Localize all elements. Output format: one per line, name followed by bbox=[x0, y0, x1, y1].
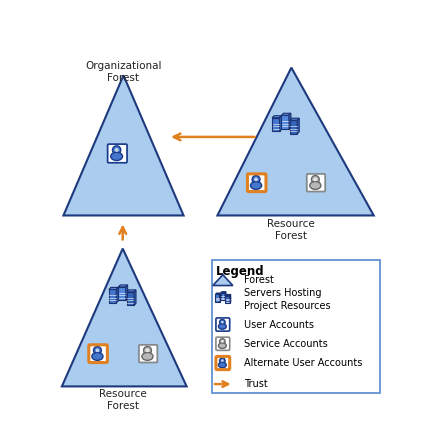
Text: Organizational
Forest: Organizational Forest bbox=[85, 61, 162, 83]
FancyBboxPatch shape bbox=[212, 260, 380, 392]
Bar bbox=[290, 120, 297, 134]
Polygon shape bbox=[218, 68, 374, 215]
Circle shape bbox=[221, 340, 224, 343]
FancyBboxPatch shape bbox=[140, 346, 156, 362]
Polygon shape bbox=[126, 285, 128, 301]
Polygon shape bbox=[280, 116, 281, 131]
FancyBboxPatch shape bbox=[217, 319, 229, 330]
Polygon shape bbox=[225, 294, 231, 296]
Circle shape bbox=[96, 349, 99, 352]
Bar bbox=[221, 293, 225, 301]
Circle shape bbox=[113, 146, 121, 154]
Bar bbox=[118, 287, 126, 301]
Polygon shape bbox=[225, 292, 226, 301]
Bar bbox=[225, 296, 230, 303]
Text: Service Accounts: Service Accounts bbox=[244, 339, 328, 349]
Circle shape bbox=[221, 359, 224, 362]
Text: Legend: Legend bbox=[216, 265, 264, 278]
Circle shape bbox=[220, 319, 225, 325]
Polygon shape bbox=[230, 294, 231, 303]
Ellipse shape bbox=[92, 353, 103, 360]
Bar bbox=[272, 118, 280, 131]
Bar bbox=[127, 292, 134, 306]
Text: Resource
Forest: Resource Forest bbox=[267, 220, 315, 241]
Circle shape bbox=[314, 177, 317, 181]
Circle shape bbox=[221, 321, 224, 323]
Circle shape bbox=[220, 339, 225, 344]
Bar bbox=[281, 115, 289, 129]
Circle shape bbox=[144, 346, 151, 354]
Polygon shape bbox=[215, 293, 221, 294]
FancyBboxPatch shape bbox=[217, 338, 229, 349]
Text: Trust: Trust bbox=[244, 379, 268, 389]
Circle shape bbox=[115, 148, 119, 152]
Circle shape bbox=[254, 177, 258, 181]
Polygon shape bbox=[109, 288, 118, 289]
FancyBboxPatch shape bbox=[248, 175, 265, 191]
Text: Forest: Forest bbox=[244, 275, 274, 285]
Polygon shape bbox=[281, 113, 291, 115]
Ellipse shape bbox=[218, 324, 226, 329]
Ellipse shape bbox=[111, 152, 122, 160]
Polygon shape bbox=[290, 118, 299, 120]
Polygon shape bbox=[116, 288, 118, 303]
FancyBboxPatch shape bbox=[308, 175, 324, 191]
Ellipse shape bbox=[310, 181, 321, 190]
Polygon shape bbox=[297, 118, 299, 134]
Polygon shape bbox=[221, 292, 226, 293]
FancyBboxPatch shape bbox=[90, 346, 106, 362]
Ellipse shape bbox=[142, 353, 153, 360]
Circle shape bbox=[252, 176, 260, 183]
Polygon shape bbox=[213, 275, 233, 285]
Text: Alternate User Accounts: Alternate User Accounts bbox=[244, 358, 363, 368]
Polygon shape bbox=[118, 285, 127, 287]
Bar bbox=[109, 289, 116, 303]
Polygon shape bbox=[62, 249, 187, 386]
Text: Resource
Forest: Resource Forest bbox=[99, 389, 147, 411]
FancyBboxPatch shape bbox=[108, 145, 126, 162]
Text: Servers Hosting
Project Resources: Servers Hosting Project Resources bbox=[244, 288, 331, 310]
Polygon shape bbox=[63, 75, 184, 215]
Circle shape bbox=[146, 349, 149, 352]
Text: User Accounts: User Accounts bbox=[244, 320, 314, 330]
Polygon shape bbox=[220, 293, 221, 302]
Polygon shape bbox=[127, 290, 136, 292]
Circle shape bbox=[312, 176, 319, 183]
FancyBboxPatch shape bbox=[217, 357, 229, 369]
Bar bbox=[215, 294, 220, 302]
Polygon shape bbox=[272, 116, 281, 118]
Circle shape bbox=[94, 346, 101, 354]
Ellipse shape bbox=[250, 181, 262, 190]
Polygon shape bbox=[134, 290, 136, 306]
Polygon shape bbox=[289, 113, 291, 129]
Circle shape bbox=[220, 358, 225, 363]
Ellipse shape bbox=[218, 362, 226, 368]
Ellipse shape bbox=[218, 343, 226, 349]
